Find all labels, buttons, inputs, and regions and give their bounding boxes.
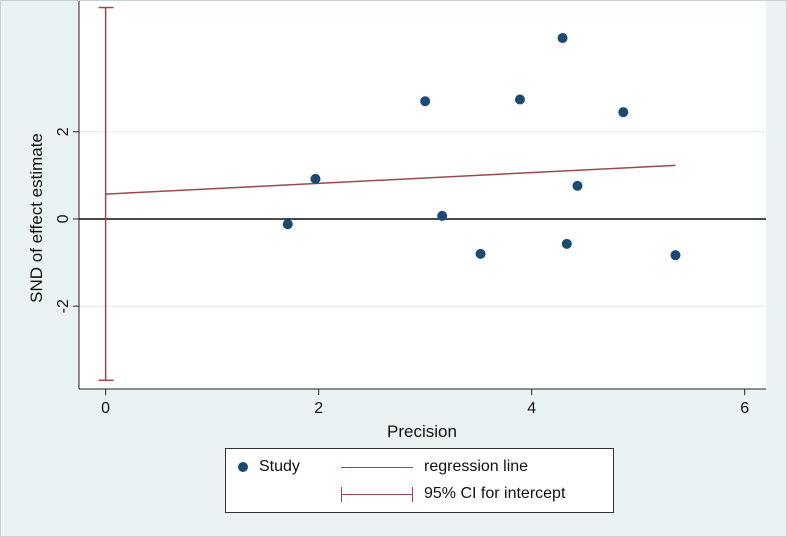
plot-area [79,1,766,389]
y-axis-title: SND of effect estimate [27,133,46,303]
y-tick-label: 2 [55,127,72,136]
study-point [514,94,525,105]
legend: Study regression line 95% CI for interce… [225,448,614,513]
x-tick-label: 6 [740,400,749,417]
legend-study-marker [238,462,248,472]
study-point [310,173,321,184]
legend-ci-cap-right [412,487,413,502]
legend-ci-cap-left [341,487,342,502]
study-point [557,33,568,44]
regression-line [105,164,676,195]
study-point [282,219,293,230]
y-tick-label: -2 [55,299,72,313]
chart-canvas: 0 2 4 6 -2 0 2 Precision SND of effect estimat… [27,1,766,441]
study-point [420,96,431,107]
study-point [572,180,583,191]
x-tick-label: 0 [101,400,110,417]
study-point [475,248,486,259]
x-axis-title: Precision [387,422,457,441]
x-tick-label: 4 [527,400,536,417]
study-point [437,210,448,221]
study-point [618,107,629,118]
legend-regression-swatch [341,467,413,468]
legend-regression-label: regression line [424,458,529,475]
study-point [561,238,572,249]
legend-ci-label: 95% CI for intercept [424,485,566,502]
y-tick-label: 0 [55,214,72,223]
study-point [670,250,681,261]
legend-ci-swatch [341,494,413,495]
x-tick-label: 2 [314,400,323,417]
legend-study-label: Study [259,458,300,475]
